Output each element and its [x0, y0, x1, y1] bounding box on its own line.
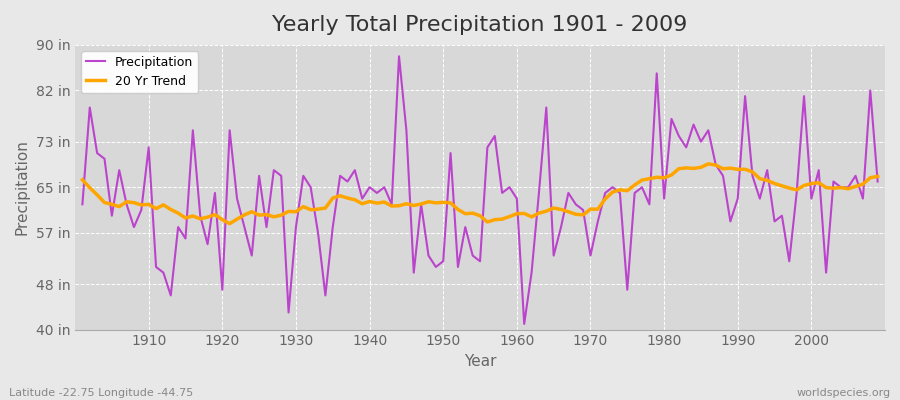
20 Yr Trend	[872, 174, 883, 179]
20 Yr Trend	[703, 162, 714, 166]
Precipitation	[872, 179, 883, 184]
Line: Precipitation: Precipitation	[83, 56, 878, 324]
Precipitation	[342, 179, 353, 184]
Precipitation	[393, 54, 404, 59]
Line: 20 Yr Trend: 20 Yr Trend	[83, 164, 878, 224]
Precipitation	[511, 196, 522, 201]
Text: worldspecies.org: worldspecies.org	[796, 388, 891, 398]
20 Yr Trend	[224, 221, 235, 226]
X-axis label: Year: Year	[464, 354, 496, 369]
Precipitation	[615, 190, 626, 195]
Precipitation	[298, 174, 309, 178]
Precipitation	[136, 208, 147, 212]
20 Yr Trend	[511, 211, 522, 216]
20 Yr Trend	[608, 190, 618, 194]
Precipitation	[518, 322, 529, 326]
20 Yr Trend	[305, 207, 316, 212]
20 Yr Trend	[136, 202, 147, 207]
Precipitation	[77, 202, 88, 207]
20 Yr Trend	[518, 211, 529, 216]
Y-axis label: Precipitation: Precipitation	[15, 139, 30, 235]
Precipitation	[526, 270, 537, 275]
20 Yr Trend	[77, 178, 88, 182]
Title: Yearly Total Precipitation 1901 - 2009: Yearly Total Precipitation 1901 - 2009	[273, 15, 688, 35]
20 Yr Trend	[349, 197, 360, 202]
Legend: Precipitation, 20 Yr Trend: Precipitation, 20 Yr Trend	[81, 51, 198, 93]
Text: Latitude -22.75 Longitude -44.75: Latitude -22.75 Longitude -44.75	[9, 388, 194, 398]
